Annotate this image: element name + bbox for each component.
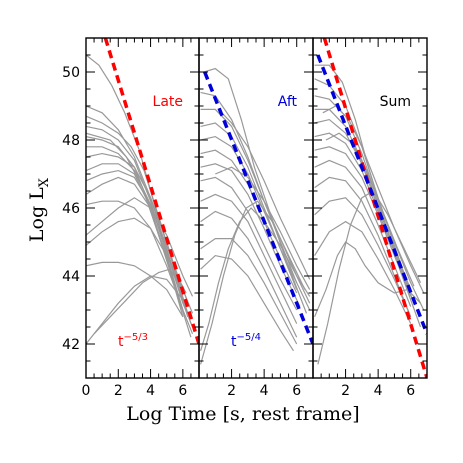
light-curve [314,220,412,324]
fit-line-late [322,38,427,378]
light-curve [200,210,298,338]
light-curve [86,200,184,311]
fit-annotation-exponent: −5/4 [237,332,261,343]
light-curve [200,207,311,351]
y-axis-title: Log LX [26,177,52,242]
fit-line-aft [316,54,427,335]
light-curve [200,193,298,324]
x-tick-label: 4 [374,383,383,399]
y-axis-title-main: Log L [26,187,48,242]
light-curve [93,268,194,335]
x-tick-label: 4 [260,383,269,399]
light-curve [86,169,187,311]
light-curve [86,217,187,294]
light-curve [314,146,412,297]
panel-aft: 2 4 6 Aft t−5/4 [198,37,314,399]
x-tick-label: 2 [227,383,236,399]
fit-line-late [103,38,199,345]
fit-annotation: t−5/4 [231,332,261,350]
panel-sum: 2 4 6 Sum [312,37,428,399]
light-curve [86,176,190,307]
light-curve [86,197,194,297]
x-tick-label: 0 [82,383,91,399]
y-axis-title-sub: X [37,177,52,187]
plot-area [86,38,199,345]
panel-label: Late [153,94,183,110]
y-tick-label: 46 [62,201,80,217]
panel-frame [198,37,314,379]
y-tick-label: 44 [62,269,80,285]
panel-label: Aft [278,94,298,110]
light-curve [200,200,306,365]
light-curve [86,136,194,335]
fit-annotation: t−5/3 [118,332,148,350]
y-tick-label: 42 [62,337,80,353]
fit-line-aft [203,71,313,345]
panel-frame [85,37,200,379]
light-curve [200,135,311,311]
fit-annotation-base: t [118,334,124,350]
light-curve [215,166,311,290]
light-curve [200,238,298,345]
x-tick-label: 2 [114,383,123,399]
fit-annotation-base: t [231,334,237,350]
light-curve [200,254,295,352]
x-tick-label: 4 [146,383,155,399]
x-tick-label: 6 [406,383,415,399]
y-tick-label: 48 [62,133,80,149]
x-axis-title: Log Time [s, rest frame] [126,403,359,425]
light-curve [86,261,184,318]
light-curve [203,67,308,314]
panel-label: Sum [380,94,411,110]
light-curve [86,146,184,304]
light-curve [218,108,311,280]
plot-area [200,67,313,365]
x-tick-label: 2 [341,383,350,399]
light-curve [86,132,192,338]
light-curve [86,275,184,345]
x-tick-label: 6 [292,383,301,399]
light-curve [314,197,412,318]
x-tick-label: 6 [178,383,187,399]
fit-annotation-exponent: −5/3 [124,332,148,343]
light-curve [314,95,425,311]
plot-area [314,38,427,378]
y-tick-label: 50 [62,65,80,81]
